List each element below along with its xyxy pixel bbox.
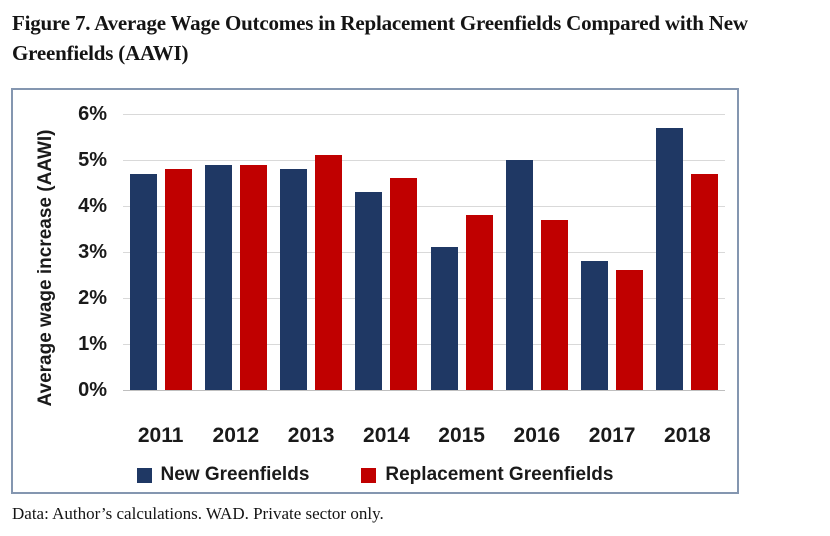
x-axis-label-2018: 2018 (664, 424, 711, 447)
legend-label-new-greenfields: New Greenfields (160, 464, 310, 485)
bar-new-greenfields-2013 (280, 169, 308, 390)
bar-replacement-greenfields-2012 (239, 164, 267, 390)
chart-panel: Average wage increase (AAWI) 6% 5% 4% 3% 2% 1… (11, 88, 739, 494)
bar-replacement-greenfields-2013 (315, 155, 343, 390)
bar-replacement-greenfields-2017 (616, 270, 644, 390)
gridline-3-percent (123, 252, 725, 253)
bar-group-2017 (575, 114, 650, 390)
bar-new-greenfields-2017 (581, 261, 609, 390)
gridline-6-percent (123, 114, 725, 115)
legend-label-replacement-greenfields: Replacement Greenfields (385, 464, 614, 485)
bar-new-greenfields-2016 (505, 160, 533, 390)
gridline-4-percent (123, 206, 725, 207)
figure-footnote: Data: Author’s calculations. WAD. Privat… (12, 504, 384, 523)
bar-groups (123, 114, 725, 390)
figure-title: Figure 7. Average Wage Outcomes in Repla… (12, 11, 748, 65)
bar-new-greenfields-2015 (430, 247, 458, 390)
x-axis-label-2016: 2016 (513, 424, 561, 447)
legend-item-new-greenfields: New Greenfields (136, 464, 310, 486)
y-tick-1-percent: 1% (78, 333, 107, 355)
bar-group-2014 (349, 114, 424, 390)
x-axis-label-2015: 2015 (438, 424, 485, 447)
y-tick-2-percent: 2% (78, 287, 107, 309)
gridline-1-percent (123, 344, 725, 345)
bar-new-greenfields-2011 (129, 173, 157, 390)
bar-replacement-greenfields-2016 (540, 219, 568, 390)
bar-replacement-greenfields-2014 (390, 178, 418, 390)
y-tick-5-percent: 5% (78, 149, 107, 171)
bar-replacement-greenfields-2011 (164, 169, 192, 390)
bar-group-2011 (123, 114, 198, 390)
legend-swatch-replacement-greenfields-icon (361, 467, 377, 483)
bar-group-2015 (424, 114, 499, 390)
bar-group-2012 (198, 114, 273, 390)
y-tick-6-percent: 6% (78, 103, 107, 125)
legend-item-replacement-greenfields: Replacement Greenfields (361, 464, 613, 486)
bar-group-2013 (274, 114, 349, 390)
gridline-5-percent (123, 160, 725, 161)
bar-group-2016 (499, 114, 574, 390)
gridline-0-percent (123, 390, 725, 391)
x-axis-label-2014: 2014 (363, 424, 410, 447)
legend-swatch-new-greenfields-icon (136, 467, 152, 483)
y-tick-0-percent: 0% (78, 379, 107, 401)
bar-group-2018 (650, 114, 725, 390)
x-axis-label-2013: 2013 (287, 424, 335, 447)
x-axis-labels: 2011 2012 2013 2014 2015 2016 2017 2018 (123, 424, 725, 448)
gridline-2-percent (123, 298, 725, 299)
y-tick-3-percent: 3% (78, 241, 107, 263)
y-tick-4-percent: 4% (78, 195, 107, 217)
x-axis-label-2012: 2012 (212, 424, 260, 447)
chart-legend: New Greenfields Replacement Greenfields (13, 464, 737, 486)
bar-replacement-greenfields-2015 (465, 215, 493, 390)
x-axis-label-2011: 2011 (137, 424, 184, 447)
x-axis-label-2017: 2017 (588, 424, 636, 447)
bar-new-greenfields-2012 (204, 164, 232, 390)
plot-area (123, 114, 725, 391)
bar-replacement-greenfields-2018 (691, 173, 719, 390)
bar-new-greenfields-2014 (355, 192, 383, 390)
bar-new-greenfields-2018 (656, 127, 684, 390)
